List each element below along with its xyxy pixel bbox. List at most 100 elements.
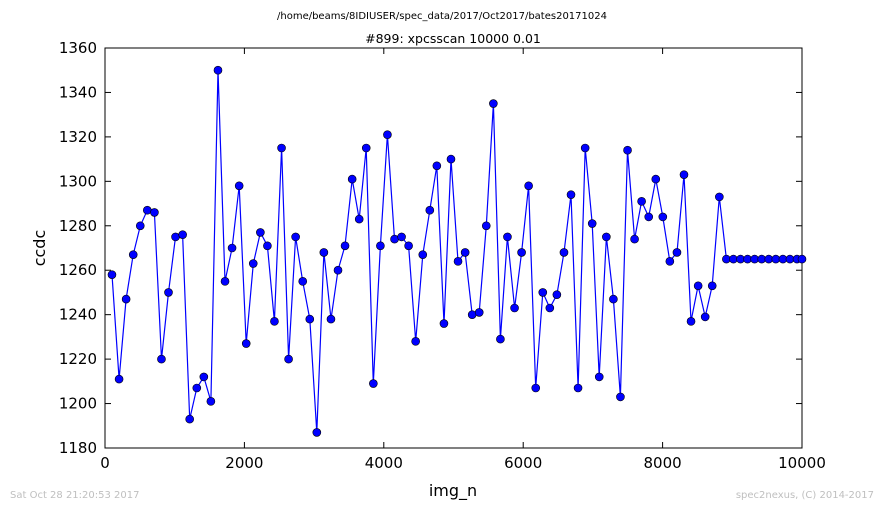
footer-credit: spec2nexus, (C) 2014-2017 bbox=[736, 490, 874, 501]
data-point bbox=[369, 379, 378, 388]
data-point bbox=[715, 192, 724, 202]
data-point bbox=[305, 314, 315, 324]
data-point bbox=[312, 428, 322, 437]
data-point bbox=[707, 281, 717, 291]
chart-title: #899: xpcsscan 10000 0.01 bbox=[365, 31, 541, 46]
data-point bbox=[594, 372, 604, 382]
data-point bbox=[333, 265, 343, 275]
data-point bbox=[573, 383, 583, 393]
data-point bbox=[552, 290, 562, 299]
data-point bbox=[277, 143, 286, 153]
y-tick-label: 1240 bbox=[59, 306, 97, 324]
y-tick-label: 1360 bbox=[59, 39, 97, 57]
plot-area-frame bbox=[104, 47, 803, 449]
data-point bbox=[227, 243, 237, 253]
data-point bbox=[157, 354, 166, 364]
data-point bbox=[524, 181, 533, 191]
data-point bbox=[460, 248, 470, 257]
data-point bbox=[397, 232, 406, 242]
data-point bbox=[298, 277, 308, 286]
x-tick-label: 4000 bbox=[365, 454, 403, 472]
y-tick-label: 1320 bbox=[59, 128, 97, 146]
data-point bbox=[383, 130, 392, 139]
data-point bbox=[107, 270, 117, 279]
chart-suptitle: /home/beams/8IDIUSER/spec_data/2017/Oct2… bbox=[277, 11, 607, 22]
data-point bbox=[135, 221, 145, 231]
x-tick-label: 6000 bbox=[504, 454, 542, 472]
x-tick-label: 0 bbox=[100, 454, 110, 472]
data-point bbox=[185, 414, 194, 424]
data-point bbox=[686, 317, 696, 326]
data-point bbox=[644, 212, 654, 222]
data-point bbox=[559, 248, 569, 257]
data-point bbox=[637, 197, 646, 206]
data-point bbox=[481, 221, 491, 231]
data-point bbox=[263, 241, 272, 251]
data-point bbox=[797, 254, 807, 264]
data-point bbox=[171, 232, 180, 242]
data-point bbox=[566, 190, 576, 199]
data-point bbox=[510, 303, 519, 313]
data-point bbox=[164, 288, 173, 297]
data-point bbox=[150, 208, 159, 217]
data-point bbox=[729, 254, 738, 264]
data-point bbox=[517, 248, 526, 257]
data-point bbox=[453, 257, 463, 266]
series-line bbox=[111, 70, 802, 433]
data-point bbox=[538, 288, 548, 297]
axis-tick-labels: 0 2000 4000 6000 8000 10000 1180 1200 1220 1240 12… bbox=[59, 39, 826, 472]
data-point bbox=[178, 230, 187, 239]
data-point bbox=[609, 294, 618, 304]
data-point bbox=[234, 181, 244, 191]
x-axis-label: img_n bbox=[429, 481, 477, 501]
y-tick-label: 1340 bbox=[59, 83, 97, 101]
data-point bbox=[199, 372, 209, 382]
x-tick-label: 2000 bbox=[225, 454, 263, 472]
data-point bbox=[340, 241, 350, 251]
data-point bbox=[354, 214, 364, 224]
data-point bbox=[672, 248, 682, 257]
data-point bbox=[411, 337, 420, 346]
data-point bbox=[446, 154, 456, 164]
data-point bbox=[750, 254, 759, 264]
axis-ticks bbox=[104, 47, 803, 449]
data-point bbox=[376, 241, 385, 251]
y-axis-label: ccdc bbox=[30, 230, 49, 267]
data-point bbox=[693, 281, 703, 291]
data-point bbox=[291, 232, 300, 242]
series-group bbox=[107, 65, 807, 437]
data-point bbox=[361, 143, 371, 153]
data-point bbox=[347, 174, 357, 184]
data-point bbox=[531, 383, 541, 393]
data-point bbox=[771, 254, 781, 264]
data-point bbox=[432, 161, 442, 171]
data-point bbox=[616, 392, 625, 402]
data-point bbox=[623, 145, 632, 155]
data-point bbox=[489, 99, 498, 108]
data-point bbox=[545, 303, 555, 313]
data-point bbox=[587, 219, 597, 228]
data-point bbox=[425, 205, 435, 215]
data-point bbox=[439, 319, 449, 328]
data-point bbox=[256, 228, 265, 237]
data-point bbox=[220, 277, 230, 286]
data-point bbox=[474, 308, 484, 317]
data-point bbox=[580, 143, 590, 153]
data-point bbox=[128, 250, 138, 259]
data-point bbox=[496, 334, 505, 344]
data-point bbox=[248, 259, 258, 268]
y-tick-label: 1200 bbox=[59, 395, 97, 413]
y-tick-label: 1260 bbox=[59, 261, 97, 279]
data-point bbox=[192, 383, 202, 393]
data-point bbox=[658, 212, 668, 222]
data-point bbox=[700, 312, 710, 322]
data-point bbox=[503, 232, 512, 242]
y-tick-label: 1280 bbox=[59, 217, 97, 235]
y-tick-label: 1300 bbox=[59, 172, 97, 190]
data-point bbox=[143, 205, 152, 215]
data-point bbox=[326, 314, 336, 324]
data-point bbox=[270, 317, 279, 326]
y-tick-label: 1220 bbox=[59, 350, 97, 368]
data-point bbox=[241, 339, 251, 348]
data-point bbox=[665, 257, 675, 266]
